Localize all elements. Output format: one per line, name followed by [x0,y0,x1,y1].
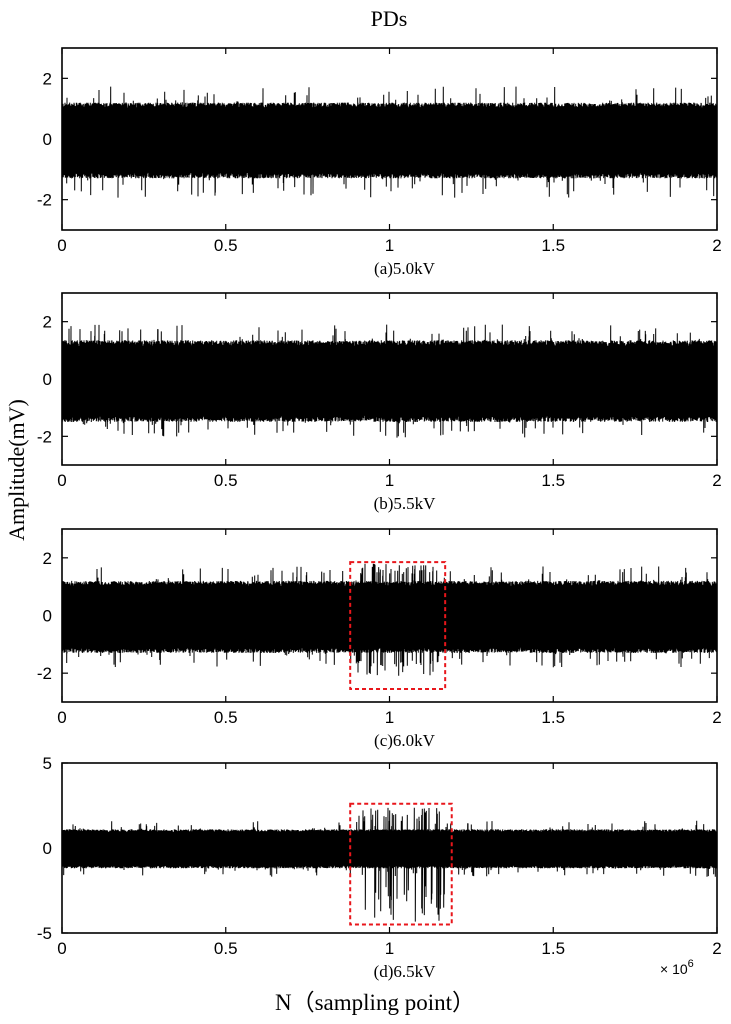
x-tick-label: 1.5 [541,471,565,490]
panel-a: 0 0.5 1 1.5 2 2 0 -2 (a)5.0kV [37,47,722,278]
panel-caption: (c)6.0kV [374,731,436,750]
x-tick-label: 2 [712,939,721,958]
x-tick-label: 1.5 [541,236,565,255]
figure-title: PDs [371,6,408,31]
x-tick-label: 0.5 [214,471,238,490]
x-tick-label: 1 [385,939,394,958]
x-tick-label: 0.5 [214,236,238,255]
y-tick-label: 0 [43,370,52,389]
signal-trace [62,807,717,922]
x-tick-label: 1.5 [541,708,565,727]
y-tick-label: -5 [37,924,52,943]
x-tick-label: 0 [57,708,66,727]
y-tick-label: 0 [43,130,52,149]
y-tick-label: -2 [37,191,52,210]
x-tick-label: 0.5 [214,939,238,958]
panel-caption: (b)5.5kV [374,494,437,513]
y-tick-label: 2 [43,69,52,88]
x-tick-label: 0 [57,471,66,490]
signal-trace [62,324,717,438]
y-tick-label: 0 [43,607,52,626]
x-tick-label: 1.5 [541,939,565,958]
signal-trace [62,563,717,676]
x-axis-label: N（sampling point） [275,990,475,1015]
x-tick-label: 1 [385,236,394,255]
signal-trace [62,86,717,198]
x-tick-label: 1 [385,708,394,727]
panel-c: 0 0.5 1 1.5 2 2 0 -2 (c)6.0kV [37,528,722,750]
panels: 0 0.5 1 1.5 2 2 0 -2 (a)5.0kV 0 0.5 1 1.5 2 2 0 -2 (b)5.5… [37,47,722,981]
panel-caption: (a)5.0kV [374,259,436,278]
x-tick-label: 2 [712,236,721,255]
y-tick-label: -2 [37,427,52,446]
y-tick-label: 2 [43,313,52,332]
y-tick-label: 2 [43,549,52,568]
x-exponent-base: × 10 [660,961,688,977]
x-tick-label: 0 [57,236,66,255]
x-tick-label: 2 [712,471,721,490]
y-axis-label: Amplitude(mV) [4,399,29,541]
panel-b: 0 0.5 1 1.5 2 2 0 -2 (b)5.5kV [37,292,722,513]
highlight-box [349,561,447,691]
x-tick-label: 1 [385,471,394,490]
highlight-box [349,802,453,926]
y-tick-label: -2 [37,664,52,683]
panel-d: 0 0.5 1 1.5 2 5 0 -5 (d)6.5kV [37,754,722,981]
x-exponent-power: 6 [688,958,694,970]
x-exponent-label: × 106 [660,958,694,977]
x-tick-label: 0.5 [214,708,238,727]
x-tick-label: 2 [712,708,721,727]
x-tick-label: 0 [57,939,66,958]
y-tick-label: 5 [43,754,52,773]
panel-caption: (d)6.5kV [374,962,437,981]
y-tick-label: 0 [43,839,52,858]
